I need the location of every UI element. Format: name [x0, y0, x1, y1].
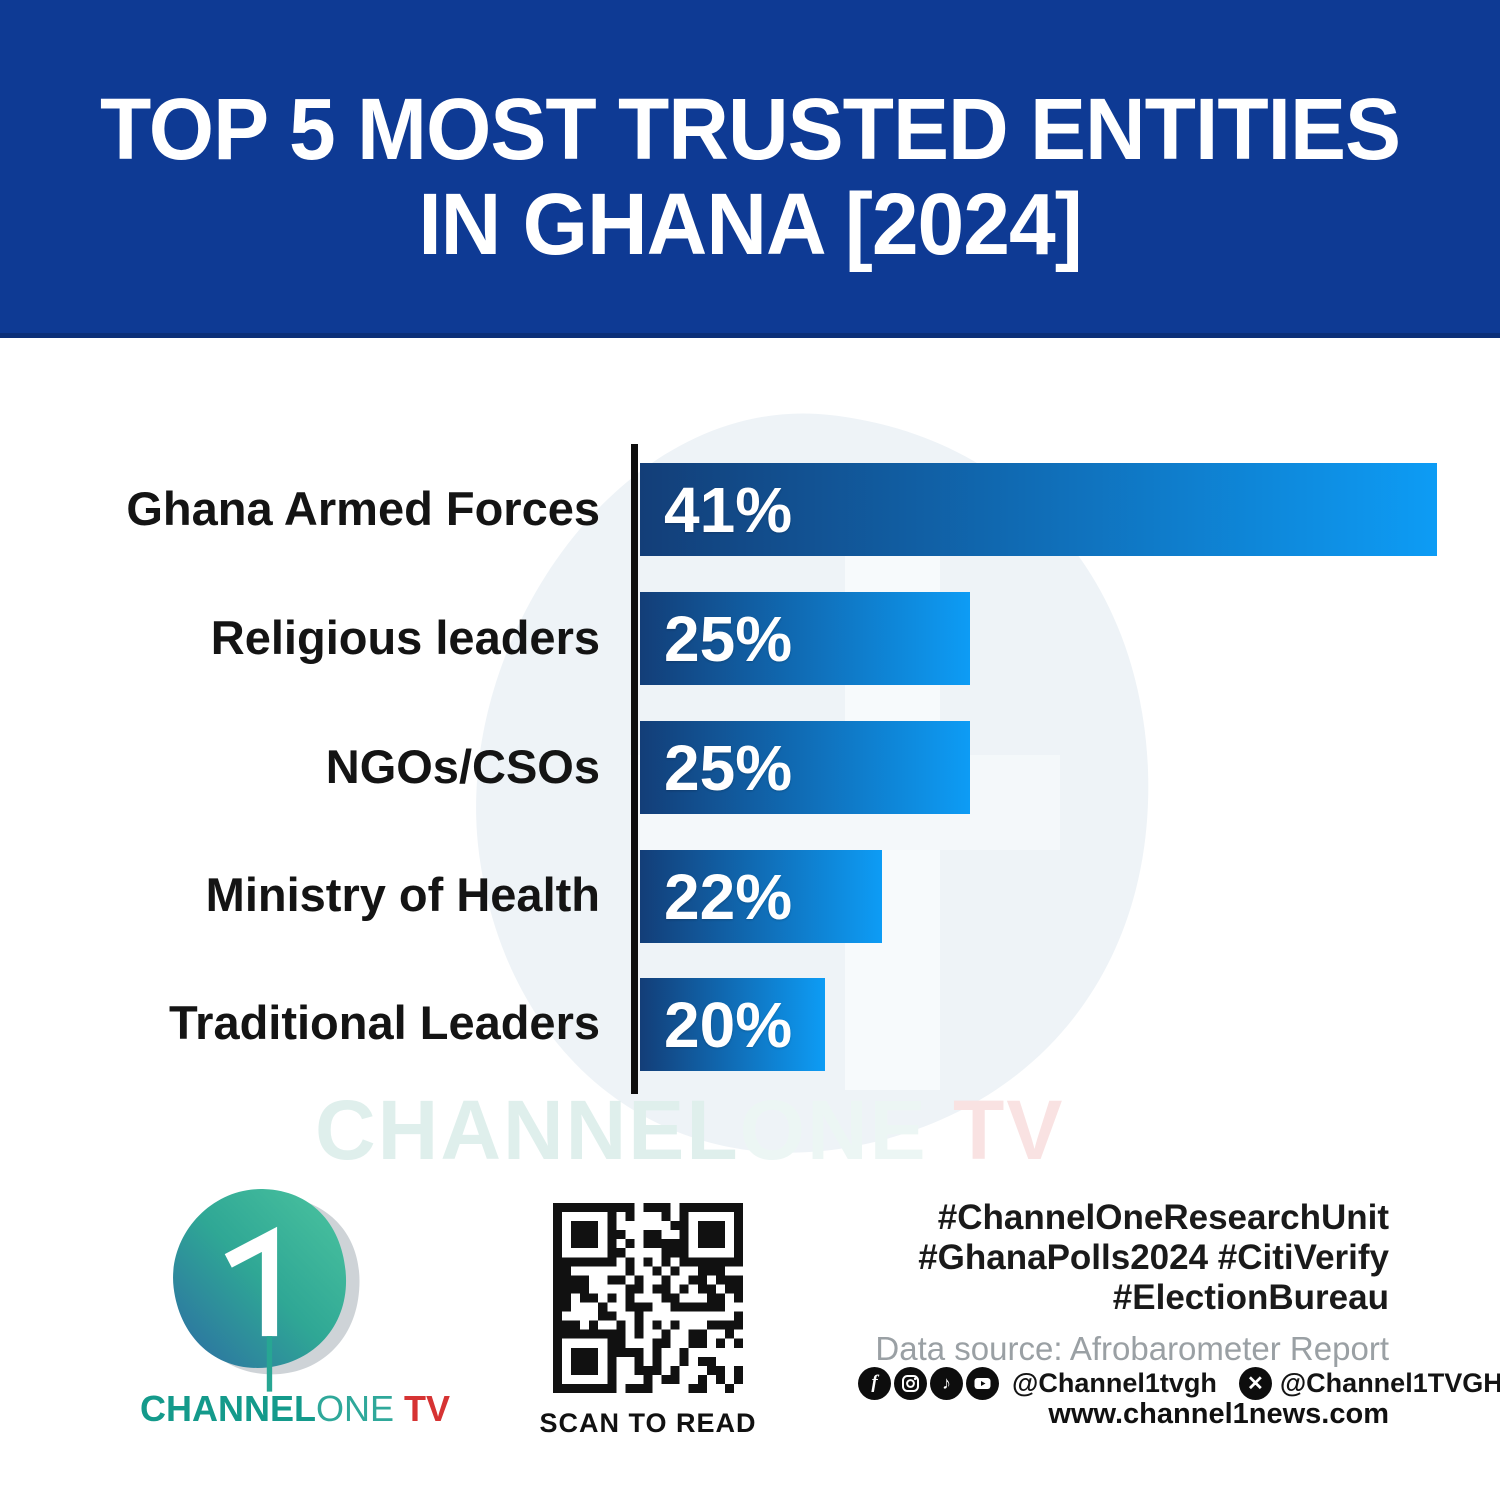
- bar-religious-leaders: 25%: [640, 592, 970, 685]
- channel-one-watermark-text: CHANNELONE TV: [315, 1088, 1064, 1172]
- channel-one-tv-wordmark: CHANNELONE TV: [140, 1388, 450, 1429]
- watermark-tv: TV: [927, 1083, 1065, 1177]
- bar-ministry-of-health: 22%: [640, 850, 882, 943]
- bar-ghana-armed-forces: 41%: [640, 463, 1437, 556]
- wordmark-tv: TV: [394, 1388, 451, 1429]
- bar-traditional-leaders: 20%: [640, 978, 825, 1071]
- instagram-icon: [894, 1366, 927, 1400]
- tiktok-icon: ♪: [930, 1366, 963, 1400]
- hashtag-block: #ChannelOneResearchUnit #GhanaPolls2024 …: [918, 1198, 1389, 1318]
- hashtag-line-3: #ElectionBureau: [1112, 1278, 1389, 1317]
- watermark-one: ONE: [739, 1083, 928, 1177]
- bar-ngos-csos: 25%: [640, 721, 970, 814]
- bar-value-label: 41%: [664, 473, 793, 546]
- website-url: www.channel1news.com: [1048, 1398, 1389, 1430]
- header-banner: TOP 5 MOST TRUSTED ENTITIES IN GHANA [20…: [0, 0, 1500, 338]
- page-title-line-2: IN GHANA [2024]: [418, 175, 1082, 273]
- x-icon: ✕: [1238, 1366, 1272, 1400]
- wordmark-channel: CHANNEL: [140, 1388, 316, 1429]
- chart-axis-line: [631, 444, 638, 1094]
- bar-label-ghana-armed-forces: Ghana Armed Forces: [126, 482, 600, 535]
- bar-value-label: 25%: [664, 731, 793, 804]
- hashtag-line-1: #ChannelOneResearchUnit: [937, 1198, 1389, 1237]
- qr-caption: SCAN TO READ: [539, 1408, 757, 1438]
- social-handle-x: @Channel1TVGHA: [1279, 1367, 1500, 1398]
- wordmark-one: ONE: [316, 1388, 395, 1429]
- hashtag-line-2: #GhanaPolls2024 #CitiVerify: [918, 1238, 1389, 1277]
- bar-label-ngos-csos: NGOs/CSOs: [325, 740, 600, 793]
- bar-label-traditional-leaders: Traditional Leaders: [169, 996, 600, 1049]
- bar-label-ministry-of-health: Ministry of Health: [205, 868, 600, 921]
- social-row: f ♪ @Channel1tvgh ✕ @Channel1TVGHA: [858, 1364, 1500, 1402]
- social-handle-main: @Channel1tvgh: [1012, 1367, 1217, 1398]
- youtube-icon: [966, 1366, 999, 1400]
- data-source-text: Data source: Afrobarometer Report: [875, 1330, 1389, 1367]
- facebook-icon: f: [858, 1366, 891, 1400]
- bar-label-religious-leaders: Religious leaders: [210, 611, 600, 664]
- watermark-channel: CHANNEL: [315, 1083, 740, 1177]
- page-title-line-1: TOP 5 MOST TRUSTED ENTITIES: [99, 80, 1401, 178]
- bar-value-label: 25%: [664, 602, 793, 675]
- qr-code: [553, 1203, 743, 1393]
- bar-value-label: 20%: [664, 988, 793, 1061]
- channel-one-tv-logo: [173, 1189, 360, 1392]
- bar-value-label: 22%: [664, 860, 793, 933]
